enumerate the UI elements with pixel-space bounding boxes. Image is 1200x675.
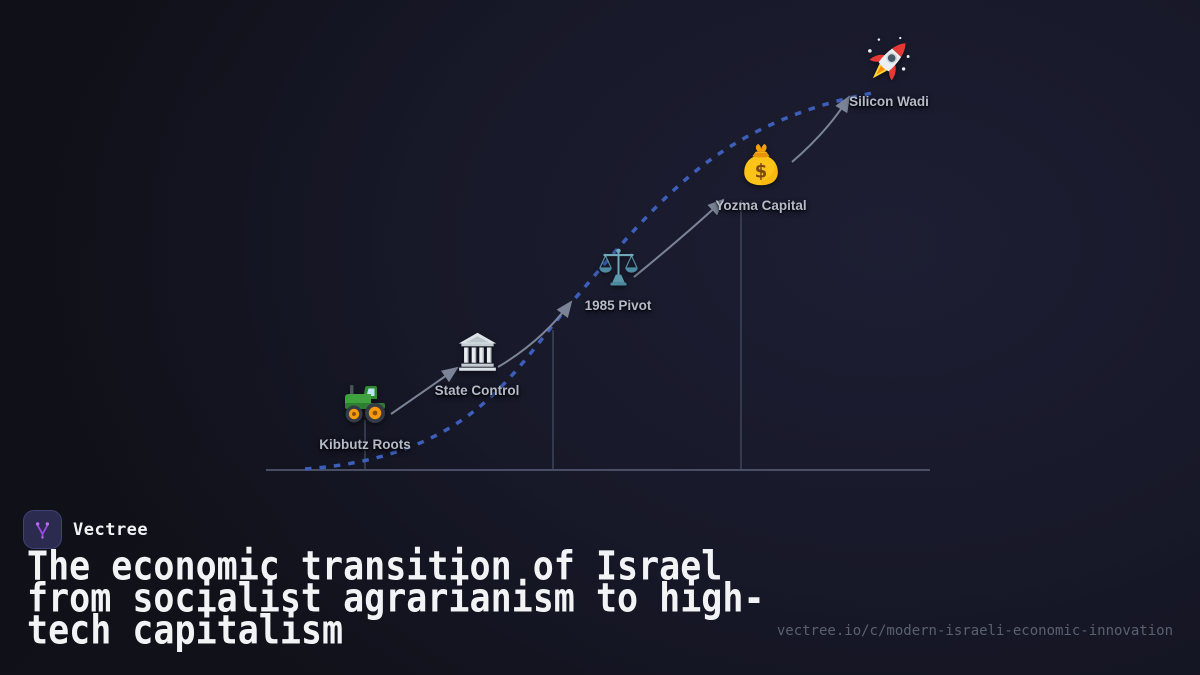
brand-name: Vectree bbox=[73, 519, 149, 540]
dotted-s-curve bbox=[304, 90, 879, 471]
milestone-arrow-path bbox=[390, 95, 851, 415]
milestone-label: State Control bbox=[434, 383, 520, 398]
balance-scale-icon bbox=[597, 245, 640, 288]
bank-icon bbox=[456, 330, 499, 373]
tractor-icon bbox=[341, 379, 389, 427]
svg-text:$: $ bbox=[755, 161, 768, 182]
gridline-droplines bbox=[364, 200, 742, 469]
page-title: The economic transition of Israel from s… bbox=[27, 544, 765, 654]
milestone-label: Yozma Capital bbox=[715, 198, 807, 213]
milestone-label: 1985 Pivot bbox=[584, 298, 652, 313]
vectree-logo-icon bbox=[23, 510, 62, 549]
milestone-label: Kibbutz Roots bbox=[319, 437, 411, 452]
milestone-label: Silicon Wadi bbox=[849, 94, 929, 109]
money-bag-icon: $ bbox=[738, 142, 784, 188]
brand-row: Vectree bbox=[23, 510, 148, 549]
share-url-link[interactable]: vectree.io/c/modern-israeli-economic-inn… bbox=[776, 623, 1173, 639]
rocket-icon bbox=[862, 34, 916, 88]
